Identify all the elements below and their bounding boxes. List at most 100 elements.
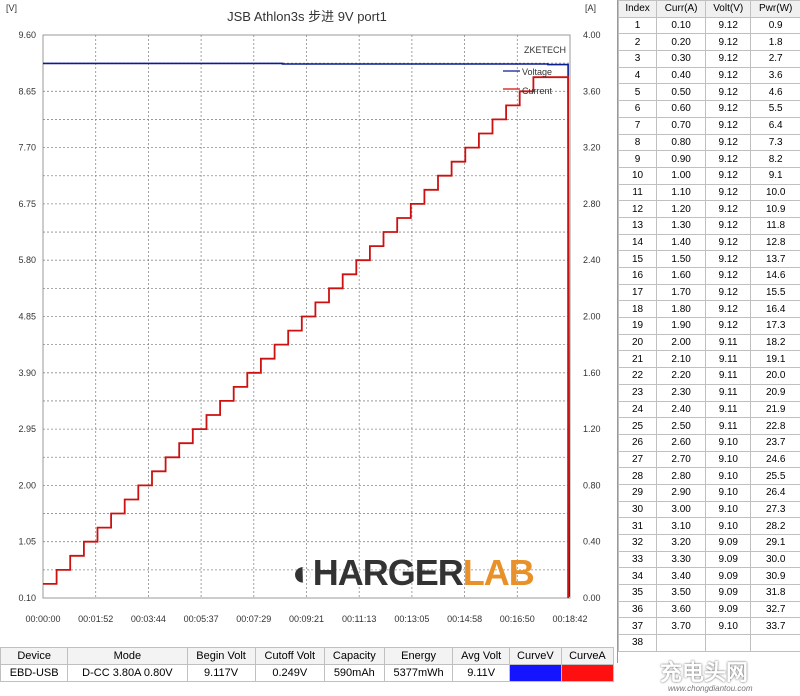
right-unit-label: [A]: [585, 3, 596, 13]
cell-current: 1.20: [656, 200, 707, 218]
cell-power: [750, 634, 800, 652]
cell-power: 10.9: [750, 200, 800, 218]
cell-power: 26.4: [750, 483, 800, 502]
y-left-tick-label: 6.75: [18, 199, 36, 209]
table-row: 8 0.80 9.12 7.3: [617, 133, 800, 152]
cell-current: 2.10: [656, 350, 707, 369]
cell-current: 3.70: [656, 617, 707, 636]
cell-index: 29: [617, 483, 658, 502]
table-row: 24 2.40 9.11 21.9: [617, 400, 800, 419]
cell-current: 1.10: [656, 183, 707, 202]
cell-power: 20.9: [750, 383, 800, 402]
summary-header-mode: Mode: [67, 647, 188, 665]
cell-voltage: 9.12: [705, 133, 752, 152]
chart-panel: JSB Athlon3s 步进 9V port1 [V] [A] ZKETECH…: [6, 3, 601, 624]
table-row: 16 1.60 9.12 14.6: [617, 267, 800, 285]
summary-header-begin-volt: Begin Volt: [186, 647, 256, 665]
cell-current: 2.80: [656, 467, 707, 485]
cell-voltage: 9.12: [705, 250, 752, 268]
cell-voltage: 9.11: [705, 400, 752, 419]
table-row: 10 1.00 9.12 9.1: [617, 166, 800, 185]
table-row: 3 0.30 9.12 2.7: [617, 50, 800, 68]
table-row: 33 3.30 9.09 30.0: [617, 550, 800, 569]
cell-current: 0.70: [656, 116, 707, 135]
corner-watermark-url: www.chongdiantou.com: [668, 684, 753, 693]
cell-voltage: 9.12: [705, 16, 752, 35]
x-tick-label: 00:11:13: [342, 614, 376, 624]
summary-header-avg-volt: Avg Volt: [452, 647, 510, 665]
cell-index: 36: [617, 600, 658, 619]
cell-voltage: 9.12: [705, 300, 752, 319]
y-right-tick-label: 1.20: [583, 424, 601, 434]
cell-index: 33: [617, 550, 658, 569]
cell-index: 10: [617, 166, 658, 185]
cell-voltage: 9.11: [705, 383, 752, 402]
y-right-tick-label: 3.20: [583, 143, 601, 153]
watermark-text-dark: HARGER: [312, 552, 464, 593]
cell-voltage: 9.11: [705, 367, 752, 385]
x-tick-label: 00:13:05: [394, 614, 429, 624]
cell-current: 2.00: [656, 333, 707, 352]
summary-header-cutoff-volt: Cutoff Volt: [254, 647, 325, 665]
table-row: 34 3.40 9.09 30.9: [617, 567, 800, 586]
cell-current: 0.90: [656, 150, 707, 168]
step-data-table: Index Curr(A) Volt(V) Pwr(W) 1 0.10 9.12 0.…: [617, 0, 800, 663]
cell-current: 1.40: [656, 233, 707, 252]
cell-voltage: 9.12: [705, 283, 752, 302]
table-row: 35 3.50 9.09 31.8: [617, 584, 800, 602]
cell-current: 3.60: [656, 600, 707, 619]
cell-index: 11: [617, 183, 658, 202]
cell-power: 15.5: [750, 283, 800, 302]
x-tick-label: 00:05:37: [184, 614, 219, 624]
cell-voltage: 9.12: [705, 116, 752, 135]
cell-current: 0.30: [656, 50, 707, 68]
cell-current: 3.20: [656, 534, 707, 552]
y-right-tick-label: 2.80: [583, 199, 601, 209]
table-row: 13 1.30 9.12 11.8: [617, 216, 800, 235]
cell-current: [656, 634, 707, 652]
y-right-tick-label: 3.60: [583, 86, 601, 96]
cell-index: 34: [617, 567, 658, 586]
table-row: 15 1.50 9.12 13.7: [617, 250, 800, 268]
cell-index: 3: [617, 50, 658, 68]
y-left-tick-label: 4.85: [18, 312, 36, 322]
cell-index: 1: [617, 16, 658, 35]
cell-current: 0.60: [656, 100, 707, 118]
cell-voltage: 9.09: [705, 550, 752, 569]
cell-power: 3.6: [750, 66, 800, 85]
cell-current: 1.30: [656, 216, 707, 235]
cell-voltage: 9.10: [705, 433, 752, 452]
legend-current-label: Current: [522, 86, 553, 96]
curve-a-color-swatch[interactable]: [560, 664, 615, 682]
header-power: Pwr(W): [750, 0, 800, 18]
cell-index: 23: [617, 383, 658, 402]
y-left-axis-ticks: 9.60 8.65 7.70 6.75 5.80 4.85 3.90 2.95 2.00 1.05…: [18, 30, 36, 603]
table-row: 21 2.10 9.11 19.1: [617, 350, 800, 369]
cell-voltage: 9.09: [705, 584, 752, 602]
table-row: 6 0.60 9.12 5.5: [617, 100, 800, 118]
y-right-tick-label: 1.60: [583, 368, 601, 378]
cell-power: 10.0: [750, 183, 800, 202]
cell-index: 17: [617, 283, 658, 302]
cell-voltage: 9.12: [705, 183, 752, 202]
curve-v-color-swatch[interactable]: [508, 664, 562, 682]
cell-index: 32: [617, 534, 658, 552]
cell-voltage: 9.11: [705, 333, 752, 352]
cell-current: 1.50: [656, 250, 707, 268]
table-row: 31 3.10 9.10 28.2: [617, 517, 800, 535]
table-row: 22 2.20 9.11 20.0: [617, 367, 800, 385]
cell-current: 0.10: [656, 16, 707, 35]
cell-index: 26: [617, 433, 658, 452]
y-left-tick-label: 2.95: [18, 424, 36, 434]
cell-power: 27.3: [750, 500, 800, 519]
summary-header-energy: Energy: [383, 647, 454, 665]
cell-power: 18.2: [750, 333, 800, 352]
cell-current: 0.80: [656, 133, 707, 152]
x-tick-label: 00:03:44: [131, 614, 166, 624]
cell-voltage: 9.10: [705, 617, 752, 636]
cell-voltage: 9.09: [705, 567, 752, 586]
cell-power: 8.2: [750, 150, 800, 168]
y-left-tick-label: 7.70: [18, 143, 36, 153]
table-row: 9 0.90 9.12 8.2: [617, 150, 800, 168]
summary-avg-volt: 9.11V: [452, 664, 510, 682]
